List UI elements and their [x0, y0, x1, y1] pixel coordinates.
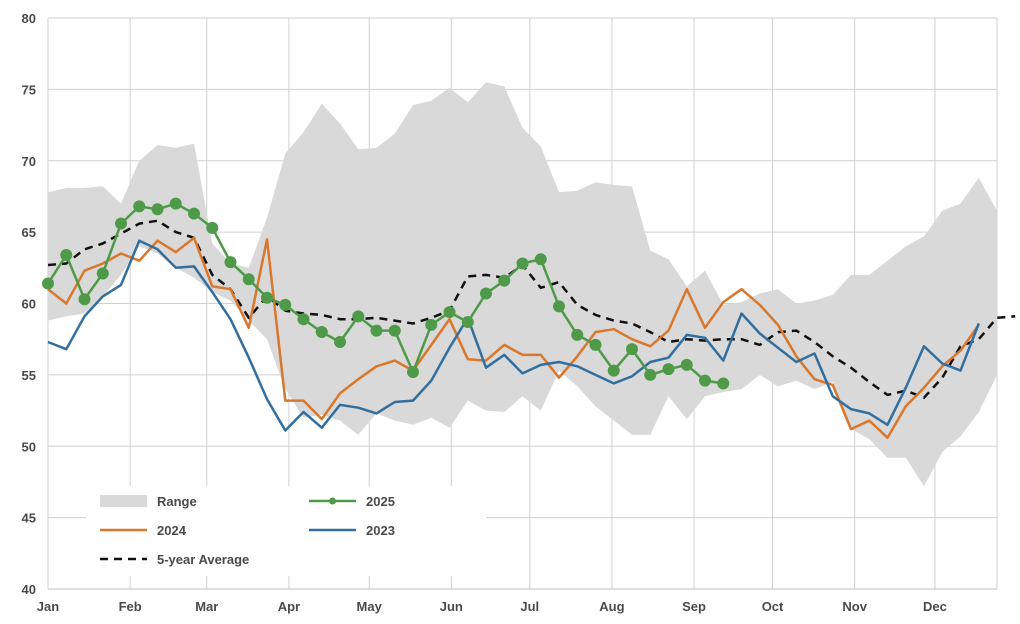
- point-2025: [699, 374, 711, 387]
- y-tick-label: 40: [22, 582, 36, 597]
- x-tick-label: Apr: [278, 599, 300, 614]
- legend-entry-2025: 2025: [309, 494, 395, 509]
- point-2025: [480, 287, 492, 300]
- point-2025: [516, 257, 529, 270]
- x-tick-label: Nov: [842, 599, 867, 614]
- x-tick-label: Aug: [599, 599, 624, 614]
- legend-background: [86, 486, 486, 576]
- point-2025: [96, 267, 109, 280]
- legend-entry-2023: 2023: [309, 523, 395, 538]
- legend-marker-2025: [329, 497, 336, 505]
- x-tick-label: Jun: [440, 599, 463, 614]
- y-tick-label: 55: [22, 368, 36, 383]
- y-tick-label: 45: [22, 511, 36, 526]
- legend-label-5-year-average: 5-year Average: [157, 552, 249, 567]
- point-2025: [133, 200, 146, 213]
- point-2025: [151, 203, 164, 216]
- point-2025: [534, 253, 547, 266]
- legend-entry-range: Range: [100, 494, 197, 509]
- x-tick-label: Jul: [520, 599, 539, 614]
- point-2025: [680, 358, 693, 371]
- legend-label-range: Range: [157, 494, 197, 509]
- point-2025: [42, 277, 54, 290]
- point-2025: [115, 217, 127, 230]
- point-2025: [626, 343, 638, 356]
- axes: 40 45 50 55 60 65 70 75 80 Jan Feb Mar Apr May Jun Jul A…: [22, 11, 997, 614]
- point-2025: [425, 318, 438, 331]
- point-2025: [498, 274, 511, 287]
- series-line-avg: [47, 219, 1016, 399]
- y-tick-label: 75: [22, 82, 36, 97]
- legend-swatch-range: [100, 495, 147, 507]
- x-tick-label: Sep: [682, 599, 706, 614]
- legend: Range 2025 2024 2023 5-year Average: [86, 486, 486, 576]
- legend-label-2023: 2023: [366, 523, 395, 538]
- legend-entry-5-year-average: 5-year Average: [100, 552, 249, 567]
- point-2025: [607, 364, 620, 377]
- legend-entry-2024: 2024: [100, 523, 187, 538]
- point-2025: [589, 338, 602, 351]
- point-2025: [553, 300, 565, 313]
- point-2025: [242, 273, 255, 286]
- x-tick-label: Dec: [923, 599, 947, 614]
- point-2025: [206, 221, 219, 234]
- legend-label-2024: 2024: [157, 523, 187, 538]
- point-2025: [297, 313, 310, 326]
- point-2025: [60, 248, 73, 261]
- y-tick-label: 60: [22, 297, 36, 312]
- point-2025: [662, 363, 675, 376]
- point-2025: [644, 368, 657, 381]
- point-2025: [188, 207, 200, 220]
- point-2025: [315, 326, 328, 339]
- point-2025: [443, 306, 456, 319]
- point-2025: [169, 197, 182, 210]
- point-2025: [334, 336, 346, 349]
- point-2025: [461, 316, 474, 329]
- point-2025: [279, 298, 292, 311]
- point-2025: [352, 310, 365, 323]
- point-2025: [717, 377, 730, 390]
- y-tick-label: 65: [22, 225, 36, 240]
- point-2025: [407, 366, 419, 379]
- range-band: [48, 82, 997, 487]
- y-tick-label: 50: [22, 439, 36, 454]
- range-area: [48, 82, 997, 487]
- x-tick-label: Jan: [37, 599, 59, 614]
- series-line-y2023: [47, 239, 980, 432]
- series-lines: [42, 197, 1016, 439]
- point-2025: [388, 324, 401, 337]
- x-tick-label: May: [357, 599, 383, 614]
- x-tick-label: Feb: [119, 599, 142, 614]
- point-2025: [224, 256, 237, 269]
- x-tick-label: Mar: [195, 599, 218, 614]
- y-tick-label: 80: [22, 11, 36, 26]
- legend-label-2025: 2025: [366, 494, 395, 509]
- point-2025: [370, 324, 383, 337]
- y-tick-label: 70: [22, 154, 36, 169]
- x-tick-label: Oct: [762, 599, 784, 614]
- point-2025: [261, 291, 273, 304]
- series-line-y2024: [47, 236, 980, 439]
- point-2025: [571, 328, 584, 341]
- point-2025: [78, 293, 91, 306]
